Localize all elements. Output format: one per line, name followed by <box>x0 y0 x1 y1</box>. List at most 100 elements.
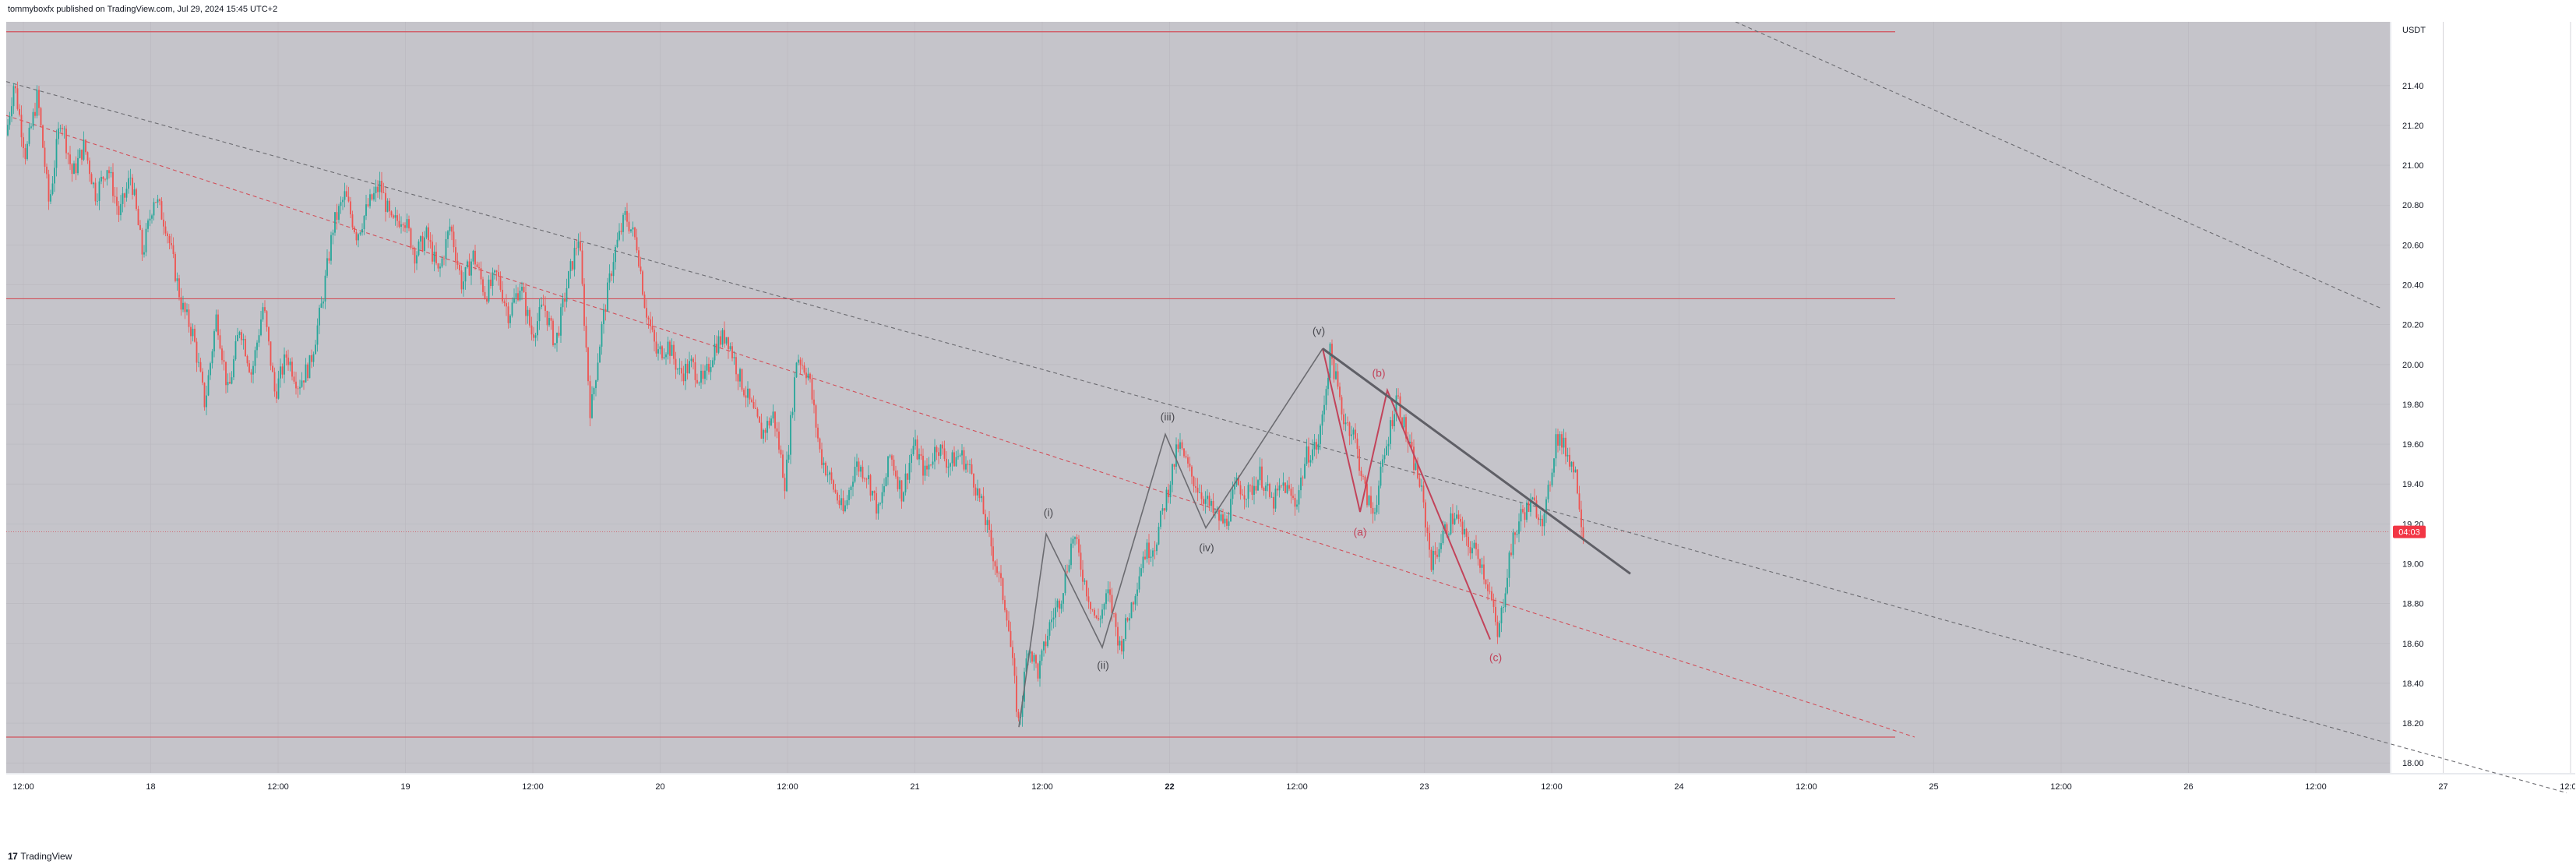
candle-body <box>630 229 632 231</box>
candle-body <box>1530 499 1531 512</box>
price-chart[interactable]: (i) (ii) (iii) (iv) (v) (a) (b) (c) 21.40 21.20 2… <box>5 21 2576 835</box>
time-axis[interactable]: 12:00 18 12:00 19 12:00 20 12:00 21 12:00 22 12:00… <box>12 782 2576 792</box>
candle-body <box>490 279 492 287</box>
candle-body <box>408 219 410 229</box>
x-tick-label: 12:00 <box>2305 782 2327 792</box>
x-tick-label: 12:00 <box>1286 782 1308 792</box>
candle-body <box>950 463 951 467</box>
candle-body <box>1489 591 1491 592</box>
price-tag-box <box>2393 525 2426 538</box>
candle-body <box>1122 638 1125 652</box>
candle-body <box>1347 422 1348 424</box>
candle-body <box>881 492 883 503</box>
candle-body <box>404 225 406 228</box>
candle-body <box>141 229 143 255</box>
candle-body <box>903 492 904 502</box>
candle-body <box>206 395 207 408</box>
chart-svg[interactable]: (i)(ii)(iii)(iv)(v)(a)(b)(c) 21.4021.202… <box>5 21 2576 835</box>
candle-body <box>615 247 616 263</box>
candle-body <box>1070 543 1072 566</box>
candle-body <box>992 546 994 562</box>
candle-body <box>951 452 953 464</box>
candle-body <box>694 362 696 380</box>
candle-body <box>1477 549 1479 559</box>
y-tick-label: 20.20 <box>2402 321 2424 330</box>
candle-body <box>1051 619 1052 623</box>
candle-body <box>1068 565 1070 572</box>
candle-body <box>1499 623 1500 637</box>
candle-body <box>612 262 615 277</box>
candle-body <box>172 245 174 254</box>
candle-body <box>221 348 223 361</box>
candle-body <box>1273 496 1274 509</box>
candle-body <box>752 401 755 408</box>
candle-body <box>40 108 42 125</box>
candle-body <box>529 309 530 326</box>
candle-body <box>1091 609 1094 610</box>
candle-body <box>248 363 250 372</box>
candle-body <box>50 194 51 202</box>
candle-body <box>55 139 58 168</box>
candle-body <box>163 219 164 227</box>
candle-body <box>537 321 538 336</box>
candle-body <box>48 174 50 202</box>
corrective-wave-line <box>1322 348 1491 640</box>
candle-body <box>1468 536 1469 548</box>
candle-body <box>199 362 202 372</box>
candle-body <box>272 365 273 372</box>
candle-body <box>1415 463 1417 471</box>
candle-body <box>246 356 248 364</box>
candle-body <box>237 334 238 342</box>
candle-body <box>186 309 188 312</box>
candle-body <box>897 476 899 489</box>
candle-body <box>293 376 295 382</box>
candle-body <box>19 108 20 115</box>
candle-body <box>864 478 865 480</box>
candle-body <box>924 465 926 476</box>
dashed-trendline <box>1735 21 2383 309</box>
candle-body <box>266 311 268 327</box>
candle-body <box>581 250 583 284</box>
candle-body <box>759 416 760 423</box>
candle-body <box>268 326 270 342</box>
candle-body <box>1343 414 1344 425</box>
candle-body <box>59 128 62 129</box>
candle-body <box>544 305 546 311</box>
candle-body <box>819 438 821 450</box>
candle-body <box>865 478 868 480</box>
candle-body <box>464 266 467 282</box>
candle-body <box>580 241 581 251</box>
candle-body <box>1004 600 1006 611</box>
candle-body <box>1387 443 1390 446</box>
candle-body <box>1072 538 1074 544</box>
price-axis[interactable]: 21.40 21.20 21.00 20.80 20.60 20.40 20.20 20.00… <box>2402 26 2426 768</box>
candle-body <box>725 337 728 344</box>
candle-body <box>1573 461 1574 473</box>
candle-body <box>1059 600 1060 609</box>
candle-body <box>499 276 502 290</box>
candle-body <box>829 472 830 475</box>
candle-body <box>1469 547 1471 554</box>
x-tick-label: 12:00 <box>2050 782 2072 792</box>
candle-body <box>1152 550 1154 557</box>
candle-body <box>1461 521 1464 535</box>
candle-body <box>1094 609 1095 616</box>
candle-body <box>20 115 23 138</box>
candle-body <box>332 232 334 235</box>
candle-body <box>809 373 811 379</box>
candle-body <box>1304 464 1306 478</box>
candle-body <box>1086 580 1087 597</box>
candle-body <box>854 467 856 482</box>
tradingview-logo-text: TradingView <box>20 851 72 862</box>
candle-body <box>254 350 256 366</box>
candle-body <box>1013 658 1016 676</box>
candle-body <box>729 346 731 350</box>
candle-body <box>817 427 819 439</box>
candle-body <box>1570 461 1573 467</box>
candle-body <box>1370 496 1372 508</box>
candle-body <box>1292 496 1294 498</box>
candle-body <box>720 336 721 345</box>
candle-body <box>1323 404 1325 415</box>
candle-body <box>1487 584 1489 591</box>
candle-body <box>583 284 585 326</box>
